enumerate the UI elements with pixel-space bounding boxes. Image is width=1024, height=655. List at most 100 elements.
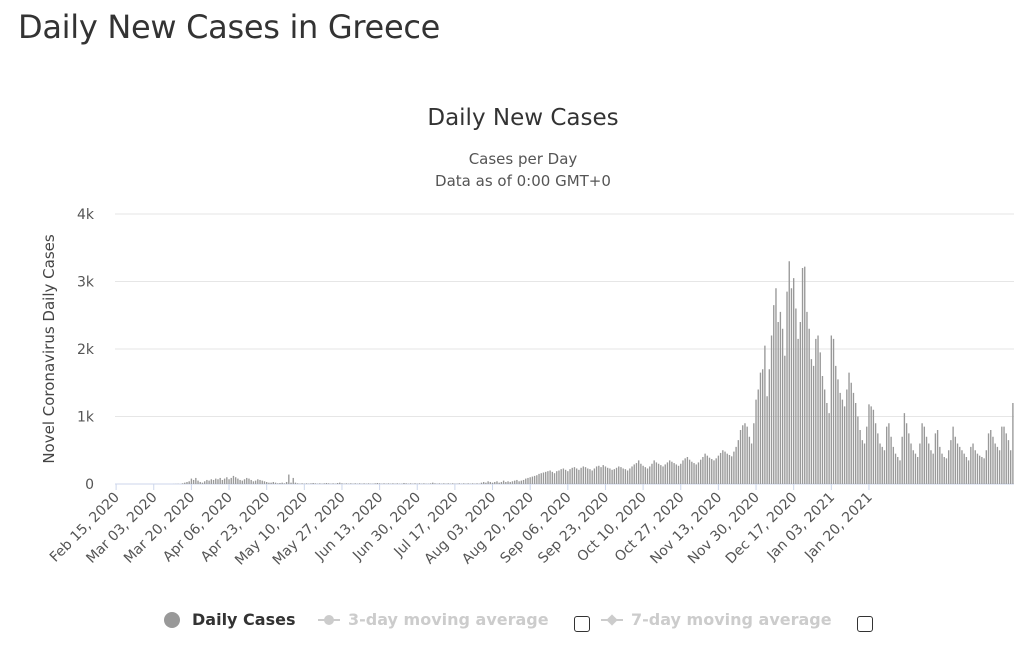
- bar[interactable]: [832, 338, 835, 485]
- bar[interactable]: [319, 483, 321, 484]
- bar[interactable]: [323, 483, 325, 484]
- legend-3-day-average[interactable]: 3-day moving average: [318, 610, 549, 629]
- bar[interactable]: [739, 430, 742, 484]
- bar[interactable]: [409, 483, 412, 484]
- bar[interactable]: [704, 453, 706, 485]
- bar[interactable]: [203, 481, 206, 484]
- bar[interactable]: [812, 365, 815, 485]
- bar[interactable]: [582, 466, 585, 484]
- bar[interactable]: [826, 403, 828, 484]
- bar[interactable]: [500, 481, 503, 484]
- bar[interactable]: [248, 478, 250, 484]
- bar[interactable]: [498, 482, 500, 484]
- bar[interactable]: [536, 475, 538, 484]
- bar[interactable]: [828, 413, 830, 485]
- bar[interactable]: [403, 482, 405, 484]
- bar[interactable]: [374, 483, 376, 484]
- bar[interactable]: [868, 404, 870, 484]
- bar[interactable]: [285, 481, 288, 484]
- bar[interactable]: [265, 481, 268, 484]
- bar[interactable]: [702, 457, 704, 484]
- bar[interactable]: [930, 450, 932, 484]
- bar[interactable]: [706, 455, 709, 484]
- bar[interactable]: [686, 457, 689, 484]
- bar[interactable]: [553, 473, 556, 484]
- bar[interactable]: [668, 460, 671, 485]
- bar[interactable]: [263, 481, 266, 484]
- bar[interactable]: [888, 423, 890, 484]
- bar[interactable]: [881, 446, 883, 485]
- bar[interactable]: [622, 468, 624, 484]
- bar[interactable]: [954, 436, 957, 484]
- bar[interactable]: [274, 482, 277, 484]
- bar[interactable]: [538, 473, 540, 485]
- bar[interactable]: [664, 464, 666, 484]
- bar[interactable]: [181, 483, 184, 484]
- bar[interactable]: [228, 479, 230, 484]
- bar[interactable]: [208, 480, 210, 485]
- bar[interactable]: [485, 482, 487, 484]
- bar[interactable]: [241, 480, 244, 485]
- bar[interactable]: [507, 481, 509, 484]
- bar[interactable]: [451, 483, 454, 484]
- bar[interactable]: [292, 477, 294, 484]
- bar[interactable]: [872, 409, 875, 484]
- bar[interactable]: [932, 453, 934, 485]
- bar[interactable]: [657, 463, 660, 484]
- bar[interactable]: [520, 480, 523, 485]
- bar[interactable]: [578, 469, 580, 484]
- bar[interactable]: [482, 481, 485, 484]
- bar[interactable]: [941, 453, 943, 485]
- bar[interactable]: [903, 413, 906, 485]
- bar[interactable]: [996, 446, 999, 485]
- bar[interactable]: [429, 483, 432, 484]
- bar[interactable]: [897, 457, 899, 484]
- bar[interactable]: [522, 479, 525, 484]
- bar[interactable]: [529, 477, 531, 484]
- bar[interactable]: [230, 477, 232, 484]
- bar[interactable]: [312, 482, 314, 484]
- bar[interactable]: [332, 483, 334, 484]
- bar[interactable]: [866, 426, 868, 485]
- bar[interactable]: [279, 482, 281, 484]
- bar[interactable]: [750, 443, 753, 485]
- bar[interactable]: [737, 440, 740, 485]
- bar[interactable]: [921, 423, 923, 484]
- bar[interactable]: [757, 389, 759, 485]
- bar[interactable]: [197, 480, 199, 485]
- bar[interactable]: [799, 322, 802, 484]
- bar[interactable]: [859, 430, 861, 484]
- bar[interactable]: [239, 479, 241, 484]
- bar[interactable]: [476, 483, 478, 484]
- bar[interactable]: [458, 483, 460, 484]
- bar[interactable]: [584, 467, 587, 485]
- bar[interactable]: [604, 466, 607, 484]
- bar[interactable]: [976, 453, 979, 485]
- bar[interactable]: [719, 452, 722, 484]
- bar[interactable]: [518, 481, 520, 484]
- bar[interactable]: [691, 461, 693, 484]
- bar[interactable]: [533, 475, 536, 484]
- bar[interactable]: [215, 478, 217, 484]
- bar[interactable]: [801, 268, 804, 484]
- bar[interactable]: [589, 469, 591, 484]
- bar[interactable]: [1003, 426, 1005, 485]
- bar[interactable]: [226, 477, 228, 484]
- bar[interactable]: [509, 481, 511, 484]
- bar[interactable]: [547, 471, 549, 484]
- bar[interactable]: [981, 457, 983, 484]
- bar[interactable]: [952, 426, 954, 485]
- bar[interactable]: [843, 406, 846, 485]
- bar[interactable]: [301, 483, 303, 484]
- bar[interactable]: [513, 480, 516, 485]
- bar[interactable]: [587, 468, 589, 484]
- bar[interactable]: [212, 479, 215, 484]
- bar[interactable]: [839, 392, 841, 485]
- bar[interactable]: [250, 479, 252, 484]
- bar[interactable]: [883, 450, 886, 484]
- bar[interactable]: [387, 483, 390, 484]
- bar[interactable]: [571, 467, 573, 484]
- legend-7-day-average[interactable]: 7-day moving average: [601, 610, 832, 629]
- bar[interactable]: [206, 479, 208, 484]
- bar[interactable]: [892, 446, 895, 485]
